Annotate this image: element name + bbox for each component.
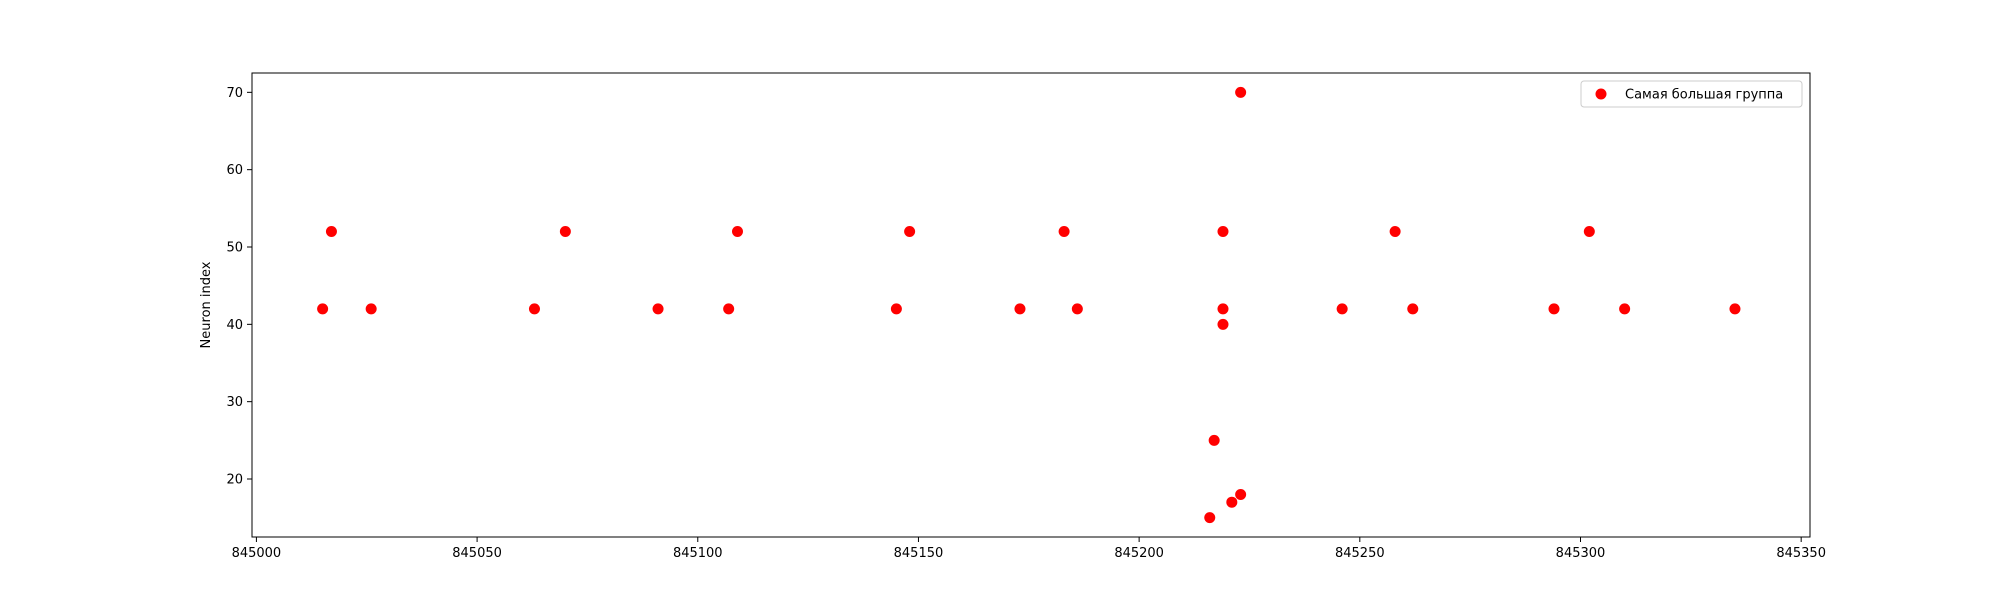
- y-tick-label: 60: [226, 163, 243, 178]
- data-point: [1217, 226, 1229, 238]
- data-point: [1217, 303, 1229, 315]
- legend-label: Самая большая группа: [1625, 88, 1783, 103]
- data-point: [325, 226, 337, 238]
- data-point: [1235, 86, 1247, 98]
- x-tick-label: 845250: [1335, 546, 1385, 561]
- x-tick-label: 845050: [452, 546, 502, 561]
- data-point: [1619, 303, 1631, 315]
- y-tick-label: 50: [226, 241, 243, 256]
- data-point: [1235, 488, 1247, 500]
- data-point: [1389, 226, 1401, 238]
- data-point: [1548, 303, 1560, 315]
- data-point: [1226, 496, 1238, 508]
- data-point: [1071, 303, 1083, 315]
- x-tick-label: 845200: [1114, 546, 1164, 561]
- data-point: [1208, 434, 1220, 446]
- data-point: [890, 303, 902, 315]
- plot-area: [251, 72, 1811, 538]
- x-tick-label: 845000: [232, 546, 282, 561]
- y-tick-label: 20: [226, 473, 243, 488]
- x-tick-label: 845350: [1776, 546, 1826, 561]
- data-point: [365, 303, 377, 315]
- data-point: [1729, 303, 1741, 315]
- y-axis-label: Neuron index: [199, 261, 214, 348]
- data-point: [652, 303, 664, 315]
- plot-frame: [251, 72, 1811, 538]
- legend: Самая большая группа: [1580, 80, 1803, 108]
- x-tick-label: 845150: [894, 546, 944, 561]
- y-axis: 20 30 40 50 60 70: [226, 86, 252, 488]
- data-point: [1583, 226, 1595, 238]
- data-point: [317, 303, 329, 315]
- data-point: [1217, 318, 1229, 330]
- data-point: [1058, 226, 1070, 238]
- y-tick-label: 40: [226, 318, 243, 333]
- data-point: [1407, 303, 1419, 315]
- x-axis: 845000 845050 845100 845150 845200 845250 8453…: [232, 537, 1826, 561]
- data-point: [904, 226, 916, 238]
- data-point: [1014, 303, 1026, 315]
- legend-box: [1580, 80, 1803, 108]
- x-tick-label: 845300: [1556, 546, 1606, 561]
- y-tick-label: 30: [226, 395, 243, 410]
- data-point: [528, 303, 540, 315]
- data-point: [559, 226, 571, 238]
- y-tick-label: 70: [226, 86, 243, 101]
- legend-marker: [1595, 88, 1607, 100]
- data-point: [1336, 303, 1348, 315]
- data-point: [1204, 512, 1216, 524]
- data-point: [731, 226, 743, 238]
- data-point: [723, 303, 735, 315]
- x-tick-label: 845100: [673, 546, 723, 561]
